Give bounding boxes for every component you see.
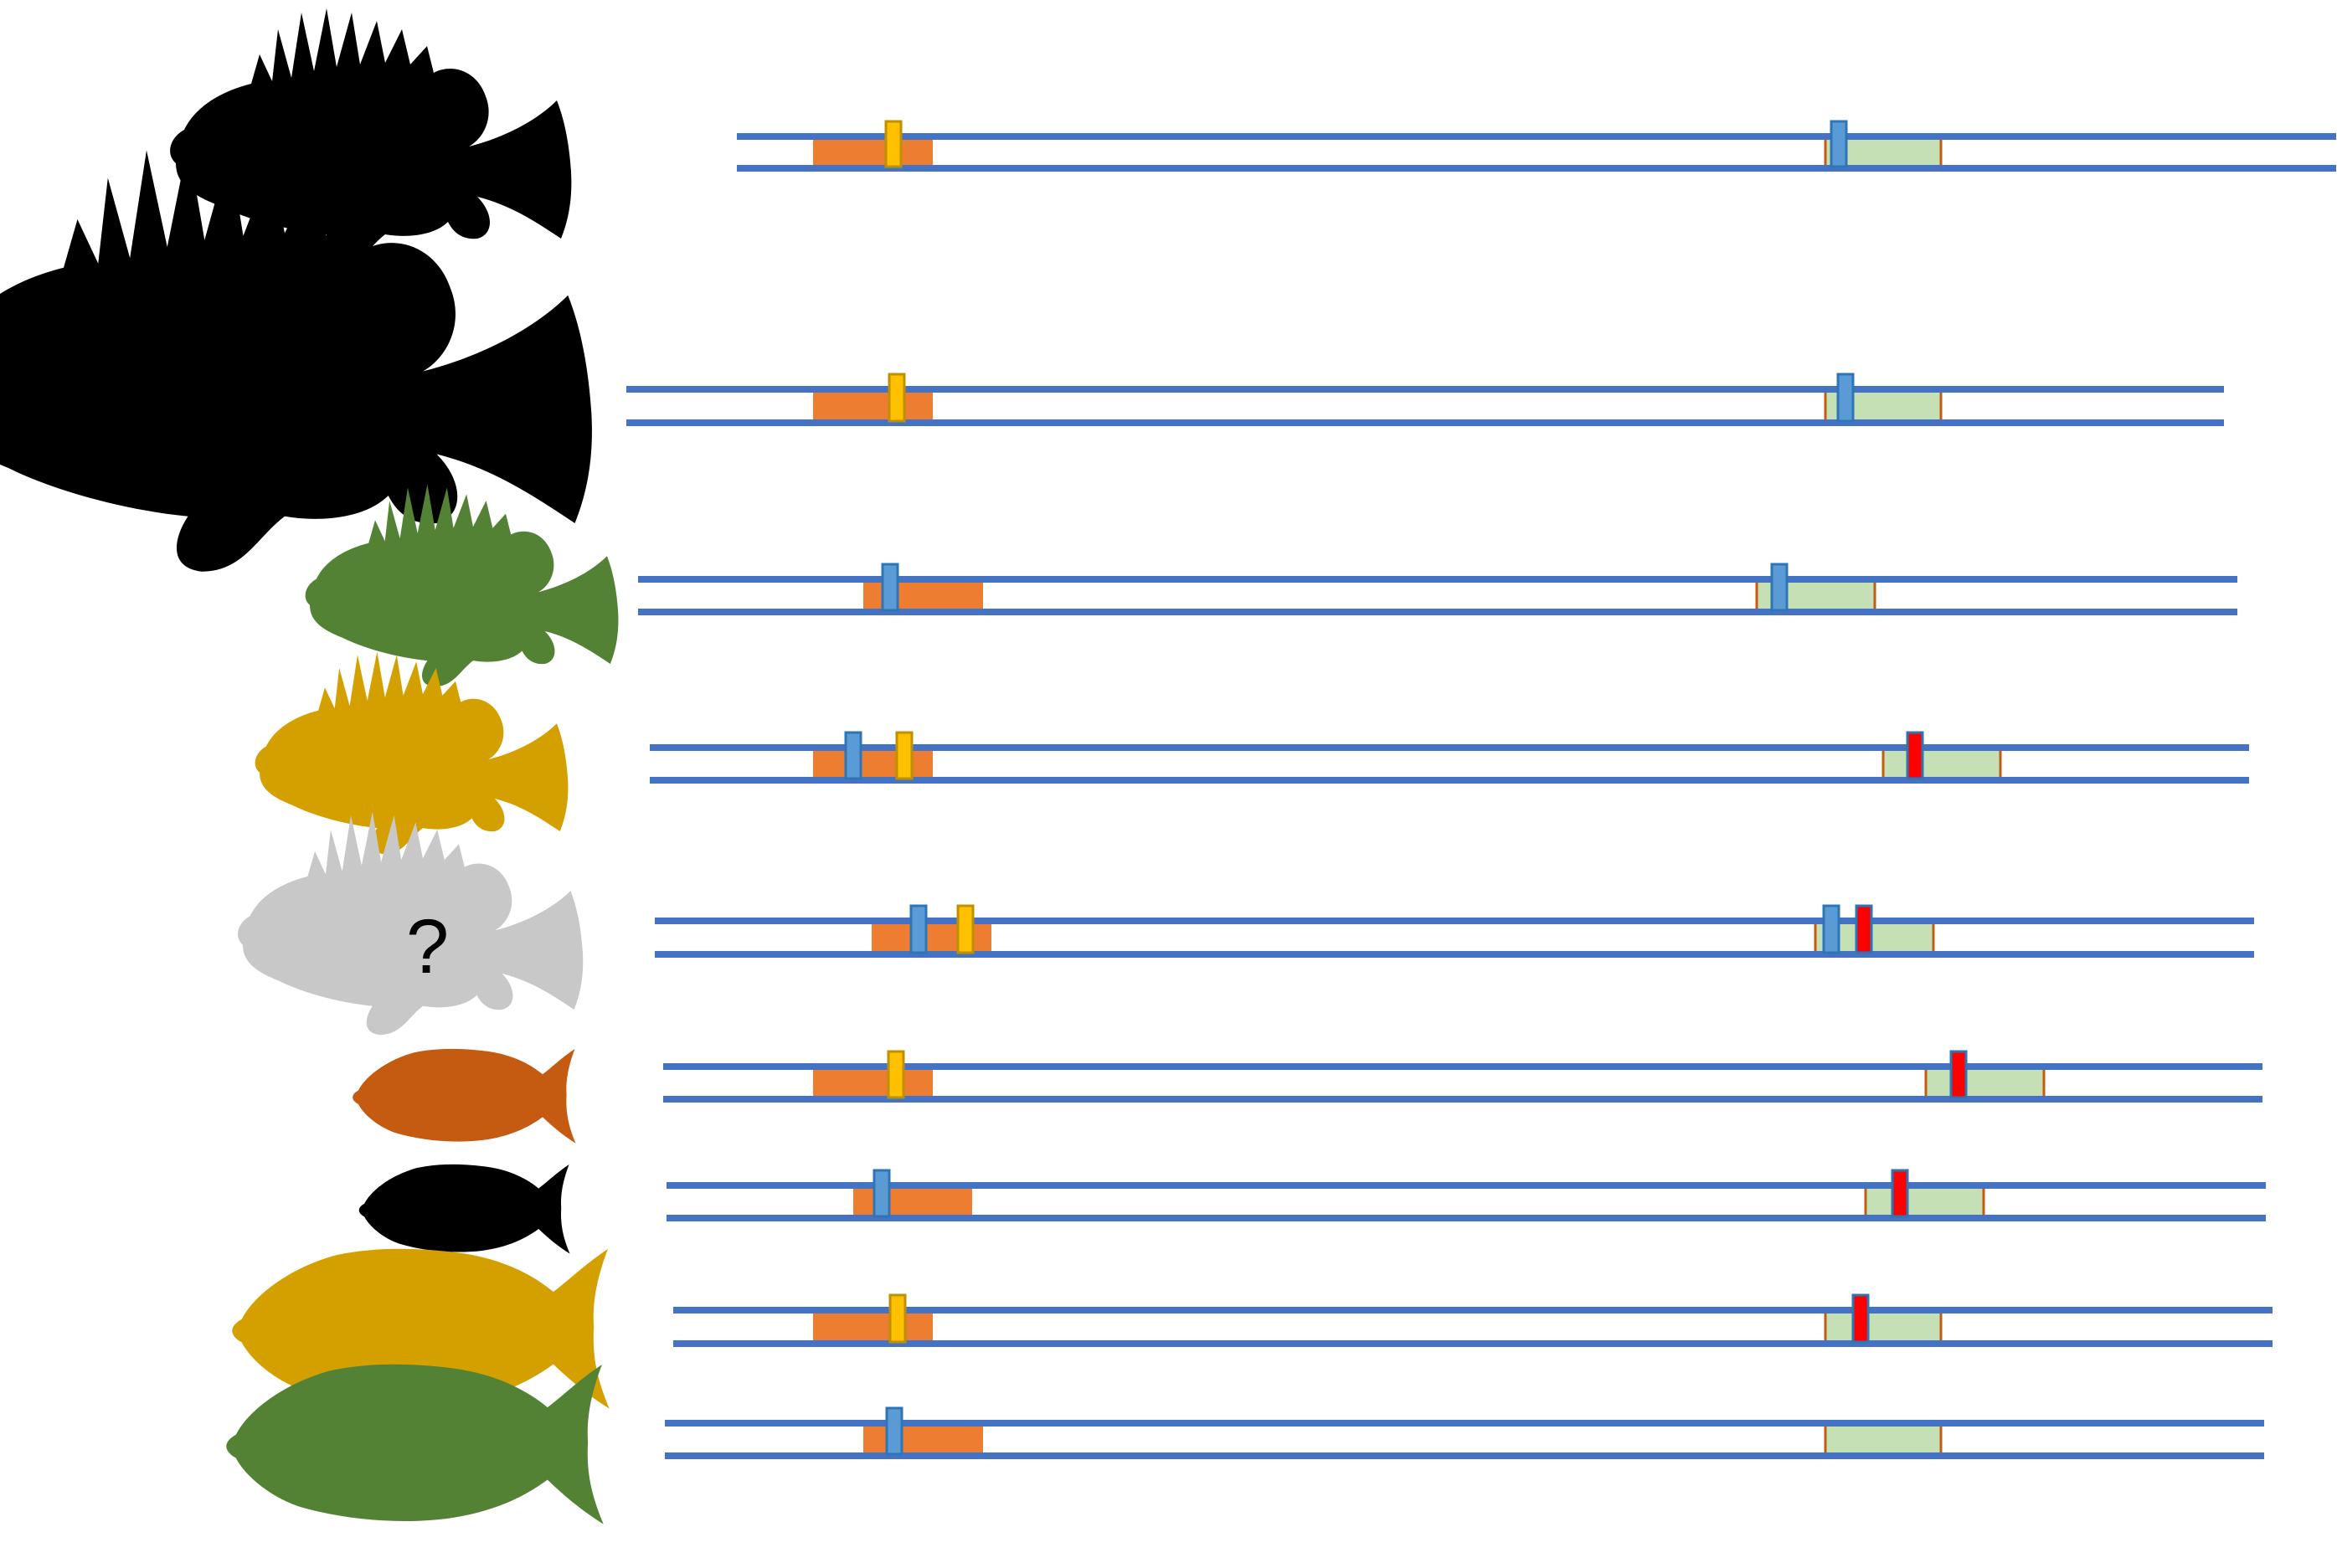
red-marker: [1891, 1169, 1909, 1218]
fish-fin: [424, 786, 474, 824]
orange-region: [813, 1310, 933, 1344]
yellow-marker: [888, 373, 906, 423]
chromosome-row: [665, 1406, 2264, 1459]
yellow-marker: [956, 904, 975, 954]
chromosome-row: [667, 1169, 2266, 1221]
blue-marker: [881, 563, 899, 612]
orange-region: [813, 1067, 933, 1099]
chromosome-row: [650, 731, 2249, 784]
fish-silhouette: [305, 484, 619, 687]
green-region: [1824, 1422, 1943, 1457]
fish-layer: ?: [0, 8, 619, 1524]
orange-region: [853, 1185, 972, 1218]
unknown-species-label: ?: [406, 904, 449, 990]
chromosome-row: [626, 373, 2224, 426]
fish-icon: [358, 1164, 570, 1254]
fish-silhouette: [255, 651, 569, 855]
yellow-marker: [887, 1050, 905, 1099]
fish-fin: [424, 960, 480, 1001]
fish-icon: [0, 143, 592, 572]
red-marker: [1851, 1293, 1870, 1344]
blue-marker: [1770, 563, 1789, 612]
green-region: [1881, 747, 2002, 781]
green-region: [1824, 1309, 1943, 1344]
yellow-marker: [888, 1293, 907, 1344]
fish-icon: [255, 651, 569, 855]
fish-silhouette: [0, 143, 592, 572]
blue-marker: [1836, 373, 1855, 423]
orange-region: [813, 136, 933, 168]
blue-marker: [1830, 120, 1848, 168]
fish-fin: [387, 182, 450, 229]
chromosome-row: [663, 1050, 2262, 1103]
red-marker: [1855, 904, 1873, 954]
orange-region: [813, 748, 933, 780]
fish-silhouette: [358, 1164, 570, 1254]
blue-marker: [1822, 904, 1840, 954]
orange-region: [813, 389, 933, 423]
fish-icon: [232, 1248, 610, 1409]
fish-silhouette: [353, 1048, 576, 1144]
fish-fin: [287, 429, 393, 507]
blue-marker: [909, 904, 928, 954]
fish-icon: [226, 1364, 604, 1524]
fish-silhouette: [232, 1248, 610, 1409]
chromosome-row: [655, 904, 2254, 958]
fish-icon: [238, 811, 584, 1036]
orange-region: [863, 1423, 983, 1456]
chromosome-row: [737, 120, 2336, 172]
chromosome-row: [638, 563, 2237, 615]
blue-marker: [844, 731, 862, 780]
red-marker: [1949, 1050, 1968, 1099]
chromosome-row: [673, 1293, 2273, 1347]
yellow-marker: [884, 120, 903, 168]
red-marker: [1906, 731, 1924, 780]
fish-fin: [474, 619, 524, 656]
fish-silhouette: [238, 811, 584, 1036]
fish-silhouette: [226, 1364, 604, 1524]
strand-layer: [626, 120, 2336, 1459]
green-region: [1924, 1066, 2046, 1100]
blue-marker: [873, 1169, 891, 1218]
fish-icon: [305, 484, 619, 687]
yellow-marker: [895, 731, 914, 780]
fish-icon: [353, 1048, 576, 1144]
blue-marker: [885, 1406, 903, 1456]
green-region: [1864, 1185, 1985, 1219]
